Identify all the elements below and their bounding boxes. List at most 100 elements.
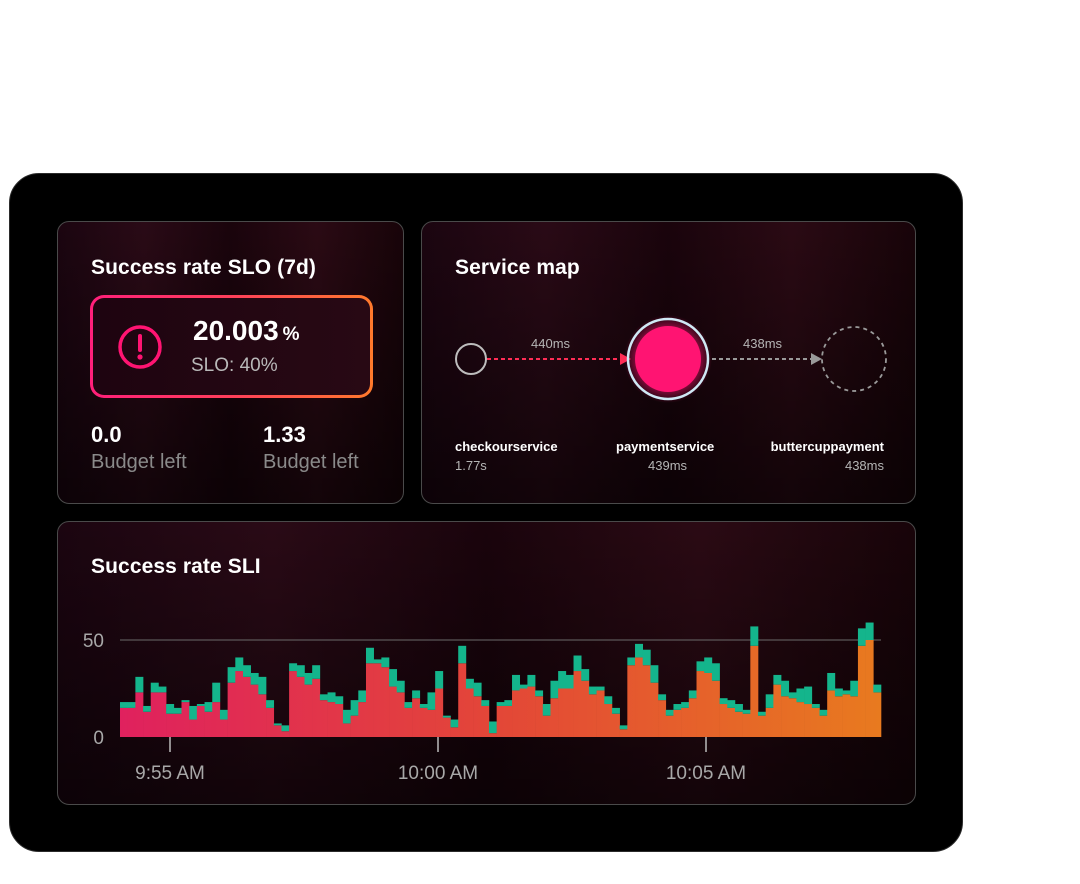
- bar-cap: [635, 643, 644, 658]
- bar-success: [581, 680, 590, 737]
- bar-cap: [266, 700, 275, 708]
- service-latency-3: 438ms: [844, 458, 884, 473]
- bar-cap: [873, 684, 882, 693]
- bar-cap: [427, 692, 436, 710]
- bar-success: [273, 725, 282, 737]
- bar-cap: [419, 704, 428, 708]
- bar-success: [127, 707, 136, 737]
- bar-cap: [750, 626, 759, 646]
- bar-cap: [450, 719, 459, 728]
- bar-success: [358, 702, 367, 737]
- bar-success: [842, 694, 851, 737]
- bar-cap: [396, 680, 405, 693]
- bar-cap: [166, 704, 175, 714]
- bar-cap: [850, 680, 859, 697]
- bar-cap: [242, 665, 251, 677]
- bar-cap: [312, 665, 321, 679]
- bar-success: [742, 713, 751, 737]
- bar-cap: [688, 690, 697, 699]
- bar-cap: [281, 725, 290, 732]
- bar-cap: [458, 645, 467, 664]
- bar-cap: [650, 665, 659, 683]
- bar-cap: [550, 680, 559, 699]
- slo-alert-box: 20.003% SLO: 40%: [90, 295, 373, 398]
- bar-success: [158, 692, 167, 737]
- bar-cap: [727, 700, 736, 708]
- bar-success: [788, 698, 797, 737]
- bar-success: [373, 663, 382, 737]
- bar-cap: [781, 680, 790, 697]
- bar-cap: [442, 715, 451, 718]
- bar-success: [319, 700, 328, 737]
- bar-success: [342, 723, 351, 737]
- bar-success: [796, 702, 805, 737]
- bar-cap: [788, 692, 797, 699]
- bar-cap: [642, 649, 651, 666]
- bar-cap: [296, 665, 305, 677]
- bar-cap: [496, 702, 505, 706]
- bar-success: [227, 682, 236, 737]
- bar-success: [281, 731, 290, 737]
- bar-cap: [665, 709, 674, 716]
- bar-cap: [619, 725, 628, 730]
- bar-cap: [565, 674, 574, 689]
- budget-label-2: Budget left: [263, 451, 359, 473]
- bar-success: [588, 694, 597, 737]
- bar-success: [635, 657, 644, 737]
- bar-cap: [250, 672, 259, 685]
- bar-success: [650, 682, 659, 737]
- bar-cap: [704, 657, 713, 673]
- bar-success: [819, 715, 828, 737]
- bar-cap: [611, 707, 620, 714]
- bar-cap: [796, 688, 805, 703]
- bar-success: [734, 711, 743, 737]
- bar-success: [196, 705, 205, 737]
- bar-cap: [404, 702, 413, 708]
- bar-cap: [435, 671, 444, 689]
- bar-cap: [673, 704, 682, 710]
- bar-success: [258, 694, 267, 737]
- bar-success: [658, 700, 667, 737]
- bar-cap: [189, 705, 198, 720]
- bar-success: [389, 686, 398, 737]
- service-name-2[interactable]: paymentservice: [616, 439, 715, 454]
- service-name-3[interactable]: buttercuppayment: [770, 439, 884, 454]
- bar-cap: [335, 696, 344, 705]
- budget-label-1: Budget left: [91, 451, 187, 473]
- bar-cap: [196, 704, 205, 706]
- bar-cap: [204, 702, 213, 712]
- bar-success: [704, 672, 713, 737]
- bar-success: [611, 713, 620, 737]
- bar-success: [827, 690, 836, 737]
- bar-success: [773, 684, 782, 737]
- bar-cap: [342, 709, 351, 724]
- bar-cap: [127, 702, 136, 708]
- bar-success: [688, 698, 697, 737]
- bar-success: [681, 707, 690, 737]
- bar-cap: [865, 622, 874, 640]
- bar-cap: [319, 694, 328, 701]
- edge-arrow-2: [811, 353, 822, 365]
- bar-cap: [289, 663, 298, 672]
- bar-success: [558, 688, 567, 737]
- bar-success: [381, 667, 390, 737]
- bar-cap: [219, 709, 228, 720]
- bar-cap: [842, 690, 851, 695]
- bar-success: [727, 707, 736, 737]
- bar-cap: [365, 647, 374, 664]
- service-map-graph: [455, 315, 887, 403]
- bar-success: [542, 715, 551, 737]
- bar-success: [504, 705, 513, 737]
- slo-card: Success rate SLO (7d) 20.003% SLO: 40% 0…: [57, 221, 404, 504]
- bar-success: [396, 692, 405, 737]
- bar-cap: [811, 704, 820, 708]
- service-name-1[interactable]: checkourservice: [455, 439, 558, 454]
- bar-cap: [488, 721, 497, 734]
- bar-success: [219, 719, 228, 737]
- bar-success: [865, 640, 874, 737]
- bar-cap: [527, 674, 536, 687]
- bar-success: [435, 688, 444, 737]
- bar-success: [765, 707, 774, 737]
- bar-cap: [719, 698, 728, 705]
- bar-success: [204, 711, 213, 737]
